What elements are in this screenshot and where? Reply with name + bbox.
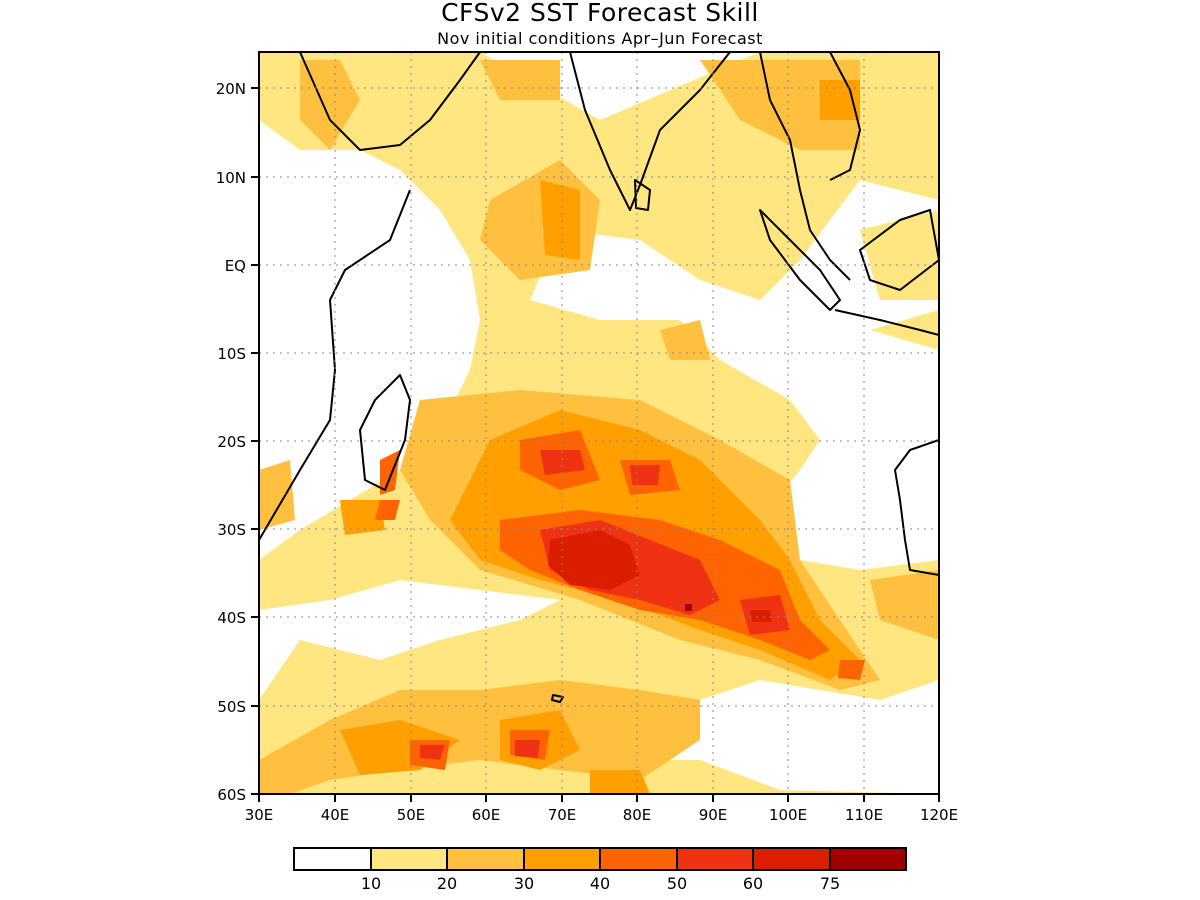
colorbar-bin xyxy=(446,847,525,871)
lon-tick-label: 80E xyxy=(623,806,652,824)
lat-tick-label: 30S xyxy=(217,521,246,539)
map-gridlines xyxy=(259,52,939,794)
colorbar-tick-label: 30 xyxy=(514,874,534,893)
lon-tick-label: 100E xyxy=(769,806,807,824)
lon-tick-label: 30E xyxy=(245,806,274,824)
colorbar-bin xyxy=(676,847,754,871)
lon-tick-label: 110E xyxy=(845,806,883,824)
colorbar-tick-label: 50 xyxy=(667,874,687,893)
colorbar-tick-label: 60 xyxy=(743,874,763,893)
colorbar-bin xyxy=(293,847,372,871)
sumatra xyxy=(759,209,841,311)
kerguelen xyxy=(551,694,564,703)
australia-coast xyxy=(894,439,939,576)
skill-level-60-75 xyxy=(548,530,772,622)
lat-tick-label: 60S xyxy=(217,786,246,804)
coastlines xyxy=(259,52,939,703)
borneo xyxy=(859,209,939,291)
map-frame xyxy=(258,51,940,795)
lon-axis: 30E 40E 50E 60E 70E 80E 90E 100E 110E 12… xyxy=(245,794,958,824)
sri-lanka xyxy=(634,179,651,211)
colorbar-tick-label: 40 xyxy=(590,874,610,893)
map-panel xyxy=(259,52,939,794)
colorbar-tick-label: 10 xyxy=(361,874,381,893)
colorbar-tick-label: 75 xyxy=(820,874,840,893)
lat-tick-label: 10S xyxy=(217,345,246,363)
colorbar-bin xyxy=(370,847,448,871)
figure-subtitle: Nov initial conditions Apr–Jun Forecast xyxy=(437,29,763,48)
indochina-coast xyxy=(829,52,861,181)
colorbar-bin xyxy=(523,847,601,871)
lat-tick-label: 10N xyxy=(216,169,246,187)
lat-tick-label: EQ xyxy=(225,257,246,275)
arabia-coast xyxy=(299,52,481,151)
lat-tick-label: 20N xyxy=(216,80,246,98)
colorbar: 10 20 30 40 50 60 75 xyxy=(293,847,907,893)
lat-tick-label: 40S xyxy=(217,609,246,627)
southeast-asia-coast xyxy=(759,52,851,281)
java xyxy=(834,309,939,336)
skill-level-above-75 xyxy=(685,604,692,611)
lon-tick-label: 120E xyxy=(920,806,958,824)
lat-tick-label: 20S xyxy=(217,433,246,451)
figure-title: CFSv2 SST Forecast Skill xyxy=(441,0,759,27)
colorbar-bin xyxy=(829,847,907,871)
lon-tick-label: 90E xyxy=(699,806,728,824)
colorbar-bin xyxy=(752,847,831,871)
lon-tick-label: 70E xyxy=(548,806,577,824)
lon-tick-label: 40E xyxy=(321,806,350,824)
madagascar xyxy=(359,374,411,491)
lon-tick-label: 50E xyxy=(397,806,426,824)
lon-tick-label: 60E xyxy=(472,806,501,824)
africa-coast xyxy=(259,189,411,541)
colorbar-tick-label: 20 xyxy=(437,874,457,893)
colorbar-bin xyxy=(599,847,678,871)
lat-axis: 20N 10N EQ 10S 20S 30S 40S 50S 60S xyxy=(216,80,259,804)
lat-tick-label: 50S xyxy=(217,698,246,716)
